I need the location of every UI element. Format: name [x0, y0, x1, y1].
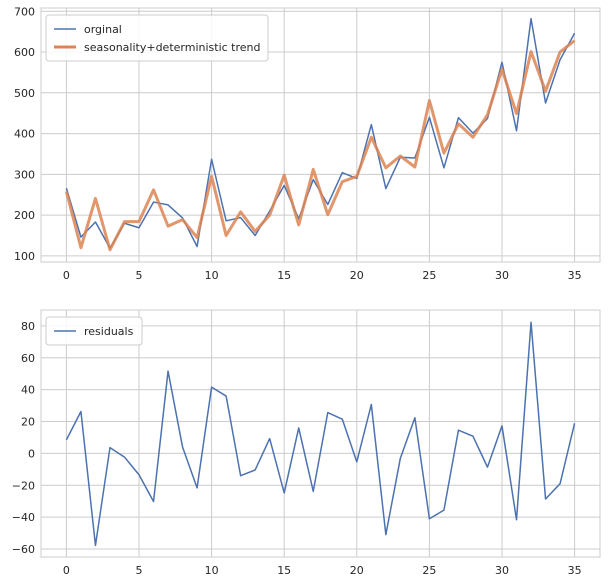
series-line-trend	[64, 39, 576, 252]
legend-box	[45, 14, 269, 62]
x-tick-label: 0	[63, 269, 70, 282]
y-tick-label: 0	[28, 447, 35, 460]
y-tick-label: 400	[14, 128, 35, 141]
grid	[41, 310, 600, 557]
bottom-chart-panel: 0 5 10 15 20 25 30 35 −60 −40 −20 0 20 40 60 80 residual…	[12, 309, 601, 577]
x-tick-label: 25	[422, 269, 436, 282]
y-tick-label: −60	[12, 543, 35, 556]
grid	[41, 8, 600, 262]
y-tick-label: 200	[14, 209, 35, 222]
plot-frame	[40, 7, 601, 263]
x-tick-label: 5	[136, 269, 143, 282]
legend-label: residuals	[84, 325, 134, 338]
y-tick-label: 20	[21, 416, 35, 429]
x-tick-label: 25	[422, 564, 436, 577]
y-tick-label: 500	[14, 87, 35, 100]
x-tick-label: 35	[568, 564, 582, 577]
x-tick-label: 0	[63, 564, 70, 577]
plot-frame	[40, 309, 601, 558]
legend-label: seasonality+deterministic trend	[84, 41, 260, 54]
top-chart-panel: 0 5 10 15 20 25 30 35 100 200 300 400 500 600 700 orgin…	[14, 5, 601, 282]
x-tick-label: 20	[350, 564, 364, 577]
y-tick-label: 60	[21, 352, 35, 365]
y-tick-label: 700	[14, 5, 35, 18]
x-tick-label: 15	[277, 564, 291, 577]
legend-label: orginal	[84, 23, 122, 36]
legend: residuals	[45, 316, 143, 346]
x-tick-label: 10	[205, 269, 219, 282]
legend-box	[45, 316, 143, 346]
y-tick-label: 300	[14, 168, 35, 181]
x-tick-label: 5	[136, 564, 143, 577]
x-tick-label: 30	[495, 269, 509, 282]
y-tick-label: −20	[12, 479, 35, 492]
x-tick-label: 10	[205, 564, 219, 577]
y-tick-label: 600	[14, 46, 35, 59]
x-tick-label: 15	[277, 269, 291, 282]
y-tick-label: −40	[12, 511, 35, 524]
x-tick-label: 35	[568, 269, 582, 282]
legend: orginal seasonality+deterministic trend	[45, 14, 269, 62]
series-line-residuals	[65, 321, 576, 547]
y-tick-label: 80	[21, 320, 35, 333]
x-tick-label: 20	[350, 269, 364, 282]
y-tick-label: 40	[21, 384, 35, 397]
y-tick-label: 100	[14, 250, 35, 263]
x-tick-label: 30	[495, 564, 509, 577]
